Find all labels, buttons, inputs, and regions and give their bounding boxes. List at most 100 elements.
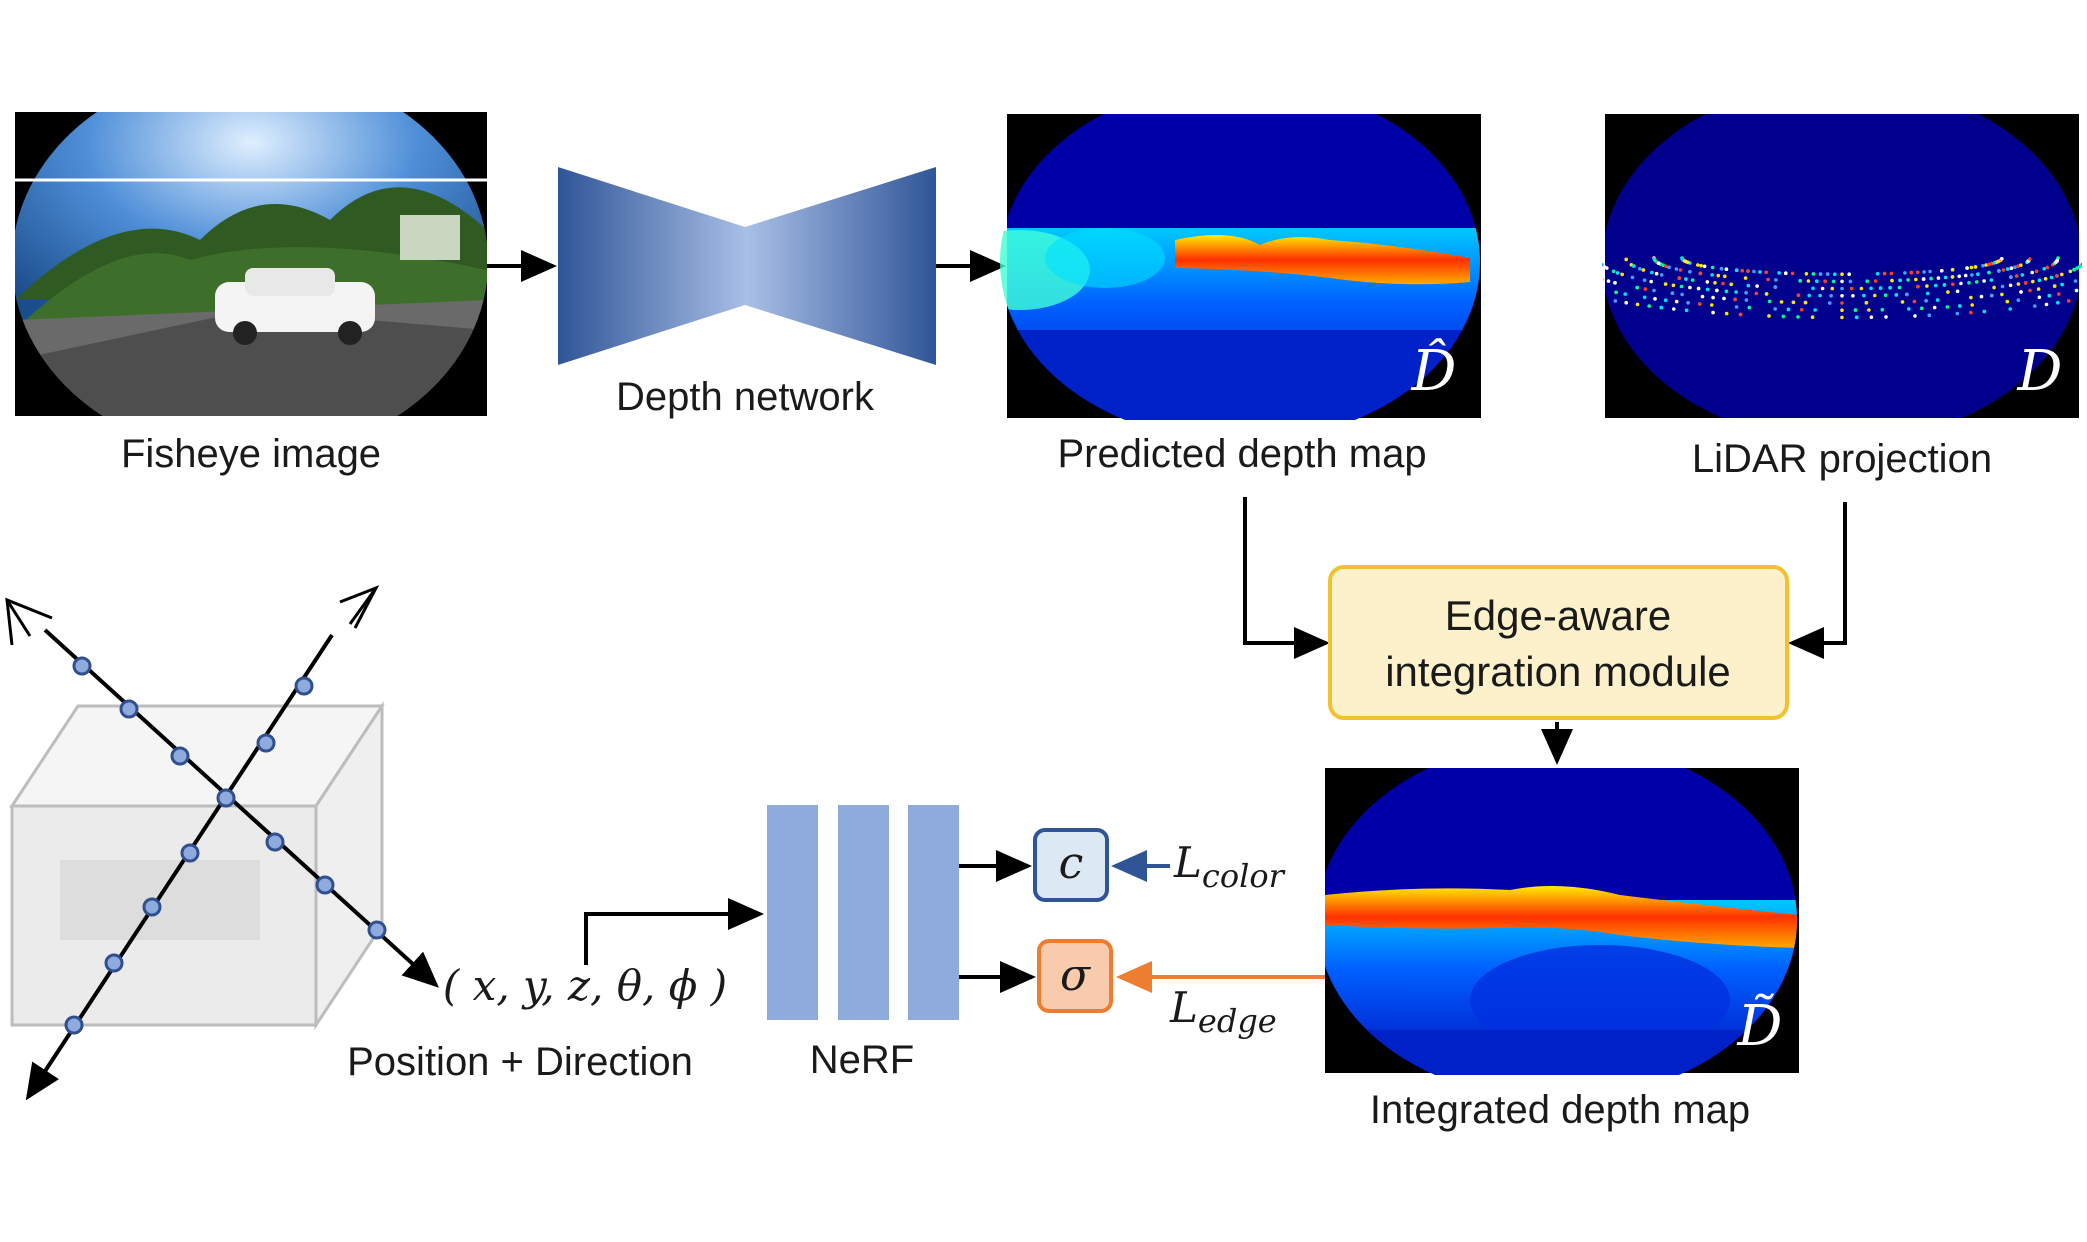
lidar-point <box>2033 304 2037 308</box>
lidar-point <box>1807 293 1811 298</box>
lidar-point <box>1555 272 1559 276</box>
lidar-point <box>1970 273 1974 277</box>
lidar-point <box>2082 261 2086 265</box>
loss-color-sub: color <box>1202 857 1286 895</box>
lidar-point <box>1840 308 1844 313</box>
loss-color-label: Lcolor <box>1173 838 1286 895</box>
arrow-lidar-to-module <box>1788 502 1847 659</box>
lidar-point <box>2016 282 2021 286</box>
lidar-point <box>1786 307 1791 312</box>
lidar-point <box>1799 307 1804 312</box>
lidar-point <box>1869 286 1873 291</box>
lidar-point <box>1674 267 1679 271</box>
lidar-point <box>1943 275 1948 280</box>
lidar-point <box>1740 268 1744 273</box>
lidar-point <box>1764 292 1769 296</box>
lidar-point <box>2042 267 2046 271</box>
lidar-point <box>1595 276 1599 280</box>
lidar-point <box>1643 287 1648 291</box>
lidar-point <box>2037 295 2042 300</box>
lidar-point <box>1864 301 1869 305</box>
lidar-point <box>2045 265 2050 270</box>
lidar-point <box>1513 259 1517 263</box>
lidar-point <box>1613 299 1618 303</box>
lidar-point <box>1951 282 1955 287</box>
lidar-point <box>1746 283 1751 288</box>
lidar-point <box>1798 279 1802 283</box>
lidar-point <box>2060 272 2064 277</box>
lidar-point <box>1854 315 1859 320</box>
lidar-point <box>1719 266 1724 271</box>
camera-left-icon <box>5 597 53 646</box>
lidar-point <box>2078 264 2082 269</box>
lidar-point <box>2019 263 2023 268</box>
lidar-point <box>1702 264 1707 269</box>
lidar-point <box>1803 300 1808 305</box>
lidar-point <box>1784 271 1788 276</box>
lidar-point <box>1828 301 1832 305</box>
lidar-point <box>1963 273 1968 278</box>
lidar-point <box>1950 275 1955 279</box>
lidar-point <box>1925 291 1930 296</box>
lidar-point <box>1811 286 1815 291</box>
lidar-point <box>1705 280 1710 284</box>
lidar-point <box>1638 267 1642 271</box>
lidar-point <box>1924 299 1928 303</box>
lidar-point <box>2044 302 2049 307</box>
lidar-point <box>2052 284 2057 288</box>
lidar-point <box>1982 309 1987 314</box>
lidar-point <box>1663 298 1668 303</box>
lidar-point <box>1804 272 1809 276</box>
lidar-point <box>2055 274 2059 278</box>
lidar-point <box>2060 282 2064 287</box>
lidar-point <box>1767 314 1771 318</box>
lidar-point <box>1684 308 1689 313</box>
color-symbol: c <box>1059 838 1084 889</box>
lidar-point <box>1848 279 1853 284</box>
lidar-point <box>1596 258 1600 262</box>
lidar-point <box>1758 270 1762 274</box>
lidar-point <box>1533 277 1537 281</box>
sigma-output-node <box>1037 939 1113 1013</box>
lidar-point <box>1882 271 1887 276</box>
lidar-point <box>1723 274 1727 279</box>
lidar-point <box>1539 280 1543 284</box>
lidar-point <box>1791 300 1796 305</box>
lidar-point <box>1746 269 1750 273</box>
lidar-point <box>1942 283 1947 287</box>
lidar-point <box>1582 270 1586 274</box>
lidar-point <box>2066 299 2071 303</box>
integration-module-line2: integration module <box>1385 648 1731 695</box>
d-plain-symbol: D <box>2017 339 2063 404</box>
lidar-point <box>1653 297 1657 301</box>
lidar-point <box>1920 306 1924 311</box>
lidar-point <box>1970 303 1974 307</box>
lidar-point <box>1724 289 1729 294</box>
lidar-point <box>1571 262 1575 266</box>
lidar-point <box>1543 263 1547 267</box>
lidar-point <box>1992 285 1996 290</box>
lidar-point <box>1586 272 1590 276</box>
lidar-point <box>2028 257 2032 261</box>
lidar-point <box>1623 292 1627 296</box>
lidar-point <box>1767 299 1772 304</box>
lidar-point <box>1734 290 1738 294</box>
lidar-point <box>1722 296 1726 301</box>
lidar-point <box>1576 281 1580 285</box>
lidar-point <box>2014 274 2019 278</box>
lidar-point <box>2075 266 2079 270</box>
lidar-point <box>1512 256 1516 260</box>
lidar-point <box>1686 260 1690 265</box>
lidar-point <box>1825 272 1830 276</box>
lidar-point <box>2008 307 2012 311</box>
lidar-point <box>1945 305 1950 309</box>
translucent-cube <box>9 701 385 1030</box>
lidar-point <box>2009 266 2014 271</box>
lidar-point <box>1925 284 1929 288</box>
lidar-point <box>1578 268 1582 272</box>
lidar-point <box>1602 277 1605 282</box>
lidar-point <box>1989 278 1994 282</box>
lidar-point <box>1987 262 1991 267</box>
lidar-point <box>1764 270 1768 275</box>
